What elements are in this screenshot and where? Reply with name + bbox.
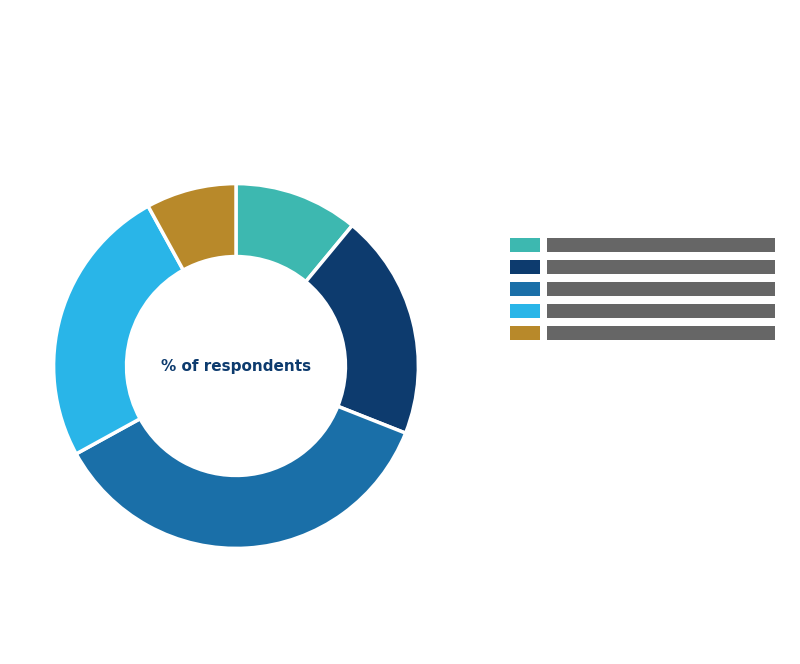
Bar — [510, 260, 541, 274]
Text: Source: Invesco Global Sovereign Asset Management Study 2023: Source: Invesco Global Sovereign Asset M… — [218, 637, 582, 647]
Bar — [547, 260, 775, 274]
Text: % of respondents: % of respondents — [161, 359, 311, 373]
Bar — [510, 282, 541, 297]
Wedge shape — [148, 184, 236, 270]
Bar — [547, 282, 775, 297]
Bar — [547, 325, 775, 341]
Bar — [510, 238, 541, 252]
Text: % of respondents: % of respondents — [14, 92, 118, 105]
Bar — [510, 325, 541, 341]
Wedge shape — [236, 184, 352, 282]
Text: If you are already invested in Asian emerging markets, have your investments met: If you are already invested in Asian eme… — [14, 9, 800, 22]
Bar — [547, 238, 775, 252]
Wedge shape — [306, 226, 418, 433]
Wedge shape — [76, 406, 406, 548]
Wedge shape — [54, 206, 183, 454]
Bar — [547, 303, 775, 319]
Text: adjusted return expectations so far?: adjusted return expectations so far? — [14, 44, 288, 58]
Bar — [510, 303, 541, 319]
